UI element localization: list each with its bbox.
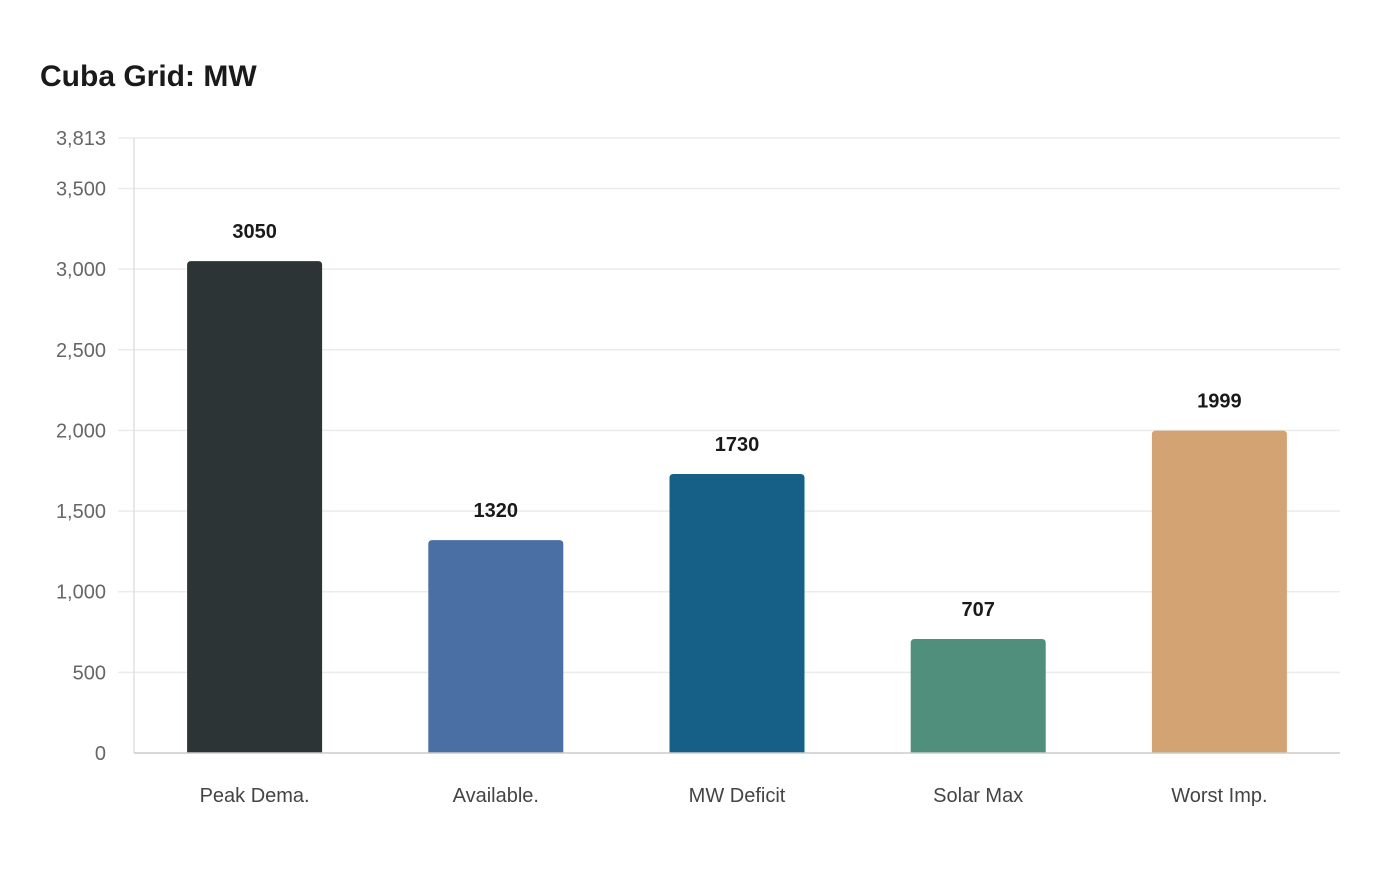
- data-label: 1320: [474, 500, 519, 522]
- bar: [669, 473, 805, 753]
- y-tick-label: 3,000: [56, 259, 106, 281]
- bar: [187, 261, 323, 753]
- y-tick-label: 1,000: [56, 582, 106, 604]
- x-tick-label: MW Deficit: [689, 785, 786, 807]
- x-tick-label: Solar Max: [933, 785, 1023, 807]
- x-tick-label: Available.: [453, 785, 539, 807]
- y-tick-label: 2,500: [56, 340, 106, 362]
- x-tick-label: Worst Imp.: [1171, 785, 1267, 807]
- y-tick-label: 3,813: [56, 128, 106, 150]
- bar: [910, 638, 1046, 753]
- y-tick-label: 2,000: [56, 420, 106, 442]
- data-label: 707: [962, 599, 995, 621]
- data-label: 1999: [1197, 391, 1242, 413]
- data-label: 3050: [232, 221, 277, 243]
- chart-title: Cuba Grid: MW: [40, 60, 257, 93]
- x-tick-label: Peak Dema.: [200, 785, 310, 807]
- data-label: 1730: [715, 434, 760, 456]
- bar: [1151, 430, 1287, 753]
- y-tick-label: 1,500: [56, 501, 106, 523]
- y-tick-label: 500: [73, 662, 106, 684]
- bar: [428, 540, 564, 753]
- y-tick-label: 0: [95, 743, 106, 765]
- y-tick-label: 3,500: [56, 178, 106, 200]
